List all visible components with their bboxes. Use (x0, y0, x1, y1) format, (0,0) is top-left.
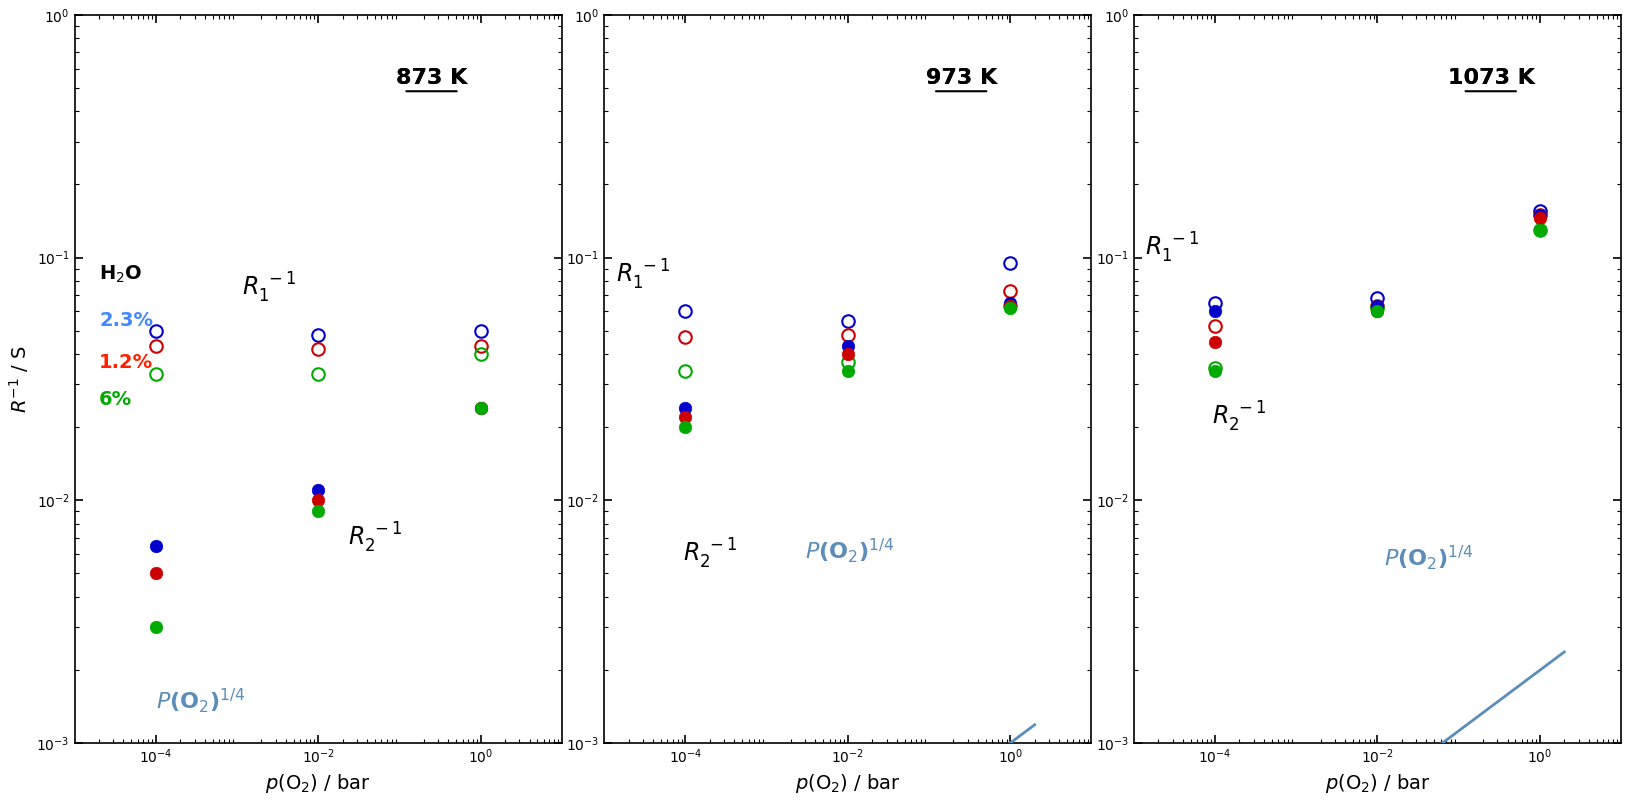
Text: $\mathit{P}$(O$_2$)$^{1/4}$: $\mathit{P}$(O$_2$)$^{1/4}$ (1384, 543, 1473, 572)
Text: $\mathit{R}_2^{\ -1}$: $\mathit{R}_2^{\ -1}$ (1213, 400, 1267, 434)
Text: 1073 K: 1073 K (1447, 68, 1534, 87)
Text: $\mathit{P}$(O$_2$)$^{1/4}$: $\mathit{P}$(O$_2$)$^{1/4}$ (806, 537, 895, 565)
X-axis label: $p$(O$_2$) / bar: $p$(O$_2$) / bar (794, 772, 900, 795)
X-axis label: $p$(O$_2$) / bar: $p$(O$_2$) / bar (265, 772, 371, 795)
Text: 6%: 6% (99, 390, 132, 409)
Text: H$_2$O: H$_2$O (99, 264, 142, 286)
Text: $\mathit{P}$(O$_2$)$^{1/4}$: $\mathit{P}$(O$_2$)$^{1/4}$ (156, 686, 246, 715)
Text: 1073 K: 1073 K (1447, 68, 1534, 87)
Text: 2.3%: 2.3% (99, 311, 153, 330)
Text: $\mathit{R}_2^{\ -1}$: $\mathit{R}_2^{\ -1}$ (682, 537, 737, 571)
Y-axis label: $R^{-1}$ / S: $R^{-1}$ / S (7, 345, 31, 413)
Text: 973 K: 973 K (926, 68, 996, 87)
Text: 873 K: 873 K (396, 68, 467, 87)
Text: 973 K: 973 K (926, 68, 996, 87)
X-axis label: $p$(O$_2$) / bar: $p$(O$_2$) / bar (1325, 772, 1431, 795)
Text: $\mathit{R}_1^{\ -1}$: $\mathit{R}_1^{\ -1}$ (243, 271, 296, 305)
Text: $\mathit{R}_1^{\ -1}$: $\mathit{R}_1^{\ -1}$ (1144, 230, 1200, 265)
Text: $\mathit{R}_1^{\ -1}$: $\mathit{R}_1^{\ -1}$ (615, 257, 671, 292)
Text: $\mathit{R}_2^{\ -1}$: $\mathit{R}_2^{\ -1}$ (348, 520, 402, 555)
Text: 873 K: 873 K (396, 68, 467, 87)
Text: 1.2%: 1.2% (99, 353, 153, 372)
